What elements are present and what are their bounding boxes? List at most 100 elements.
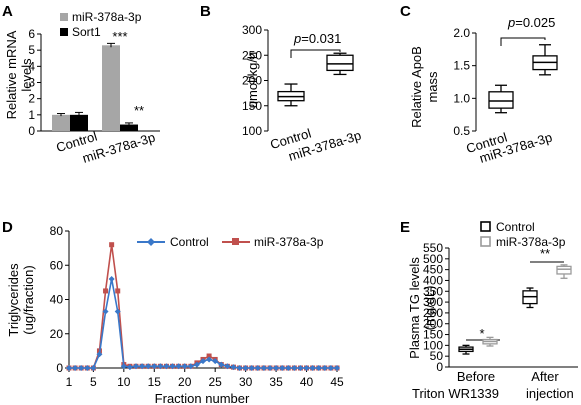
x-tick-label: 45 [330, 375, 344, 389]
legend-swatch-sort1 [60, 28, 68, 36]
data-point [236, 365, 243, 371]
legend-swatch-mir [60, 13, 68, 21]
data-point [279, 365, 286, 371]
data-point [267, 365, 273, 371]
y-tick-label: 250 [242, 48, 262, 62]
bar [120, 124, 138, 131]
panel-a: A Relative mRNA levels miR-378a-3p Sort1… [2, 3, 160, 166]
data-point [157, 363, 164, 370]
data-point [260, 365, 267, 371]
data-point [151, 363, 158, 370]
data-point [96, 351, 103, 358]
panel-b: B umol/kg/h p=0.031 Control miR-378a-3p … [200, 3, 363, 164]
p-value-c: p=0.025 [507, 15, 555, 30]
panel-e: E Plasma TG levels (mg/dL) Control miR-3… [400, 219, 578, 401]
data-point [327, 365, 334, 371]
data-point [163, 363, 170, 370]
data-point [169, 363, 176, 370]
data-point [200, 358, 206, 365]
panel-c-label: C [400, 3, 411, 20]
y-tick-label: 4 [28, 59, 35, 73]
legend-label-mir: miR-378a-3p [496, 235, 566, 249]
category-label-before: Before [457, 369, 495, 384]
y-tick-label: 0 [436, 360, 443, 374]
y-tick-label: 300 [242, 23, 262, 37]
y-tick-label: 20 [50, 327, 64, 341]
y-tick-label: 1 [28, 108, 35, 122]
y-tick-label: 1.0 [453, 91, 470, 105]
y-tick-label: 150 [423, 328, 443, 342]
y-tick-label: 450 [423, 263, 443, 277]
y-tick-label: 0 [56, 361, 63, 375]
y-tick-label: 60 [50, 258, 64, 272]
data-point [315, 365, 322, 371]
data-point [133, 363, 139, 370]
data-point [309, 365, 316, 371]
data-point [273, 365, 280, 371]
panel-e-xlabel-line1: Triton WR1339 [412, 386, 499, 401]
data-point [175, 363, 182, 370]
data-point [66, 365, 72, 371]
x-tick-label: 5 [90, 375, 97, 389]
category-label-after: After [531, 369, 559, 384]
panel-d-ylabel-line1: Triglycerides [6, 263, 21, 337]
series-line [69, 244, 337, 369]
significance-bracket [290, 49, 341, 58]
y-tick-label: 400 [423, 273, 443, 287]
y-tick-label: 1.5 [453, 59, 470, 73]
panel-e-ylabel-line1: Plasma TG levels [407, 257, 422, 359]
bar [52, 114, 70, 131]
data-point [139, 363, 146, 370]
x-tick-label: 1 [66, 375, 73, 389]
data-point [120, 363, 127, 370]
y-tick-label: 50 [430, 349, 444, 363]
data-point [254, 365, 261, 371]
data-point [224, 363, 231, 370]
data-point [297, 365, 304, 371]
y-tick-label: 0 [28, 124, 35, 138]
y-tick-label: 200 [423, 317, 443, 331]
y-tick-label: 500 [423, 252, 443, 266]
significance-mark-before: * [479, 326, 484, 341]
legend-swatch-mir [480, 236, 491, 247]
y-tick-label: 300 [423, 295, 443, 309]
x-tick-label: 15 [148, 375, 162, 389]
significance-mark-sort1: ** [134, 103, 144, 118]
y-tick-label: 5 [28, 43, 35, 57]
series-line [69, 278, 337, 369]
data-point [321, 365, 328, 371]
y-tick-label: 80 [50, 224, 64, 238]
box-iqr [488, 91, 514, 109]
data-point [115, 288, 121, 294]
panel-c-ylabel-line1: Relative ApoB [409, 46, 424, 128]
significance-mark-mir: *** [112, 29, 127, 44]
bar [102, 45, 120, 131]
x-tick-label: 35 [269, 375, 283, 389]
data-point [84, 365, 91, 371]
data-point [218, 361, 225, 368]
data-point [291, 365, 298, 371]
y-tick-label: 3 [28, 76, 35, 90]
y-tick-label: 6 [28, 27, 35, 41]
data-point [114, 308, 121, 315]
data-point [78, 365, 85, 371]
p-value-b: p=0.031 [293, 31, 341, 46]
panel-c: C Relative ApoB mass p=0.025 Control miR… [400, 3, 558, 166]
panel-a-label: A [2, 3, 13, 20]
x-tick-label: 10 [117, 375, 131, 389]
data-point [109, 242, 115, 248]
y-tick-label: 2.0 [453, 26, 470, 40]
panel-b-ylabel: umol/kg/h [245, 52, 260, 108]
data-point [206, 356, 213, 363]
data-point [187, 363, 194, 370]
y-tick-label: 2 [28, 92, 35, 106]
legend-marker-control [147, 238, 155, 246]
y-tick-label: 100 [423, 338, 443, 352]
panel-e-label: E [400, 219, 410, 236]
box-iqr [326, 54, 354, 72]
legend-label-sort1: Sort1 [72, 25, 101, 39]
box-iqr [556, 265, 572, 275]
legend-swatch-control [480, 221, 491, 232]
data-point [126, 364, 133, 371]
